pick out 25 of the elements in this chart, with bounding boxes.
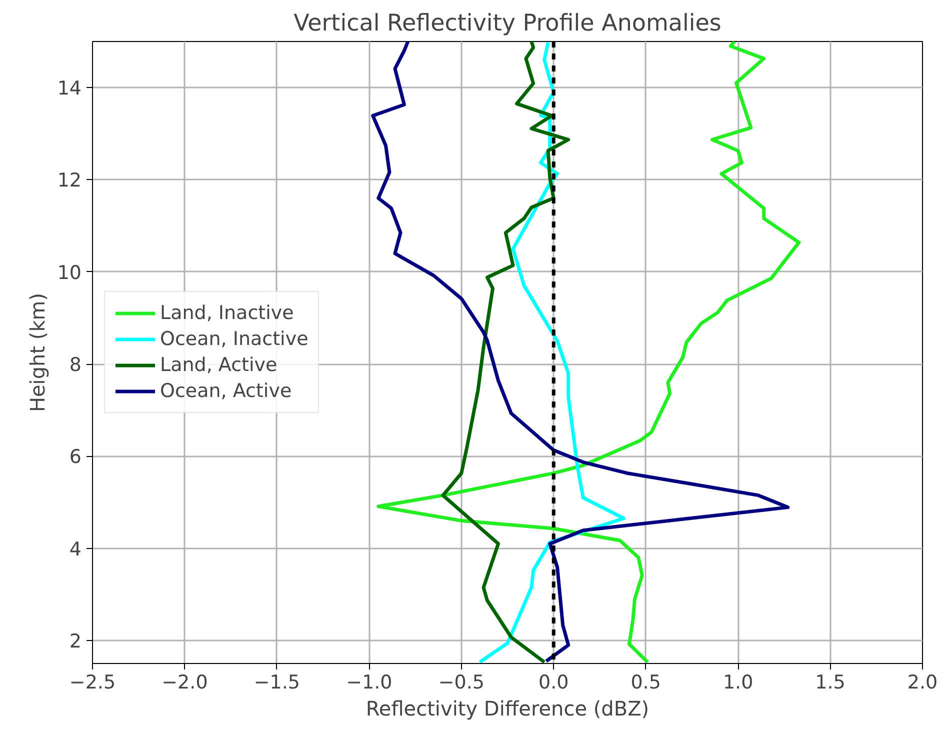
legend-label: Ocean, Active	[160, 380, 292, 402]
x-tick-label: 0.5	[630, 672, 661, 694]
legend-label: Land, Active	[160, 354, 278, 376]
y-tick-label: 4	[69, 538, 82, 560]
x-tick-label: 0.0	[538, 672, 569, 694]
y-tick-label: 2	[69, 630, 82, 652]
line-series	[441, 42, 570, 664]
x-tick-label: 1.5	[815, 672, 846, 694]
y-axis-title: Height (km)	[25, 292, 50, 412]
x-tick-label: −1.0	[346, 672, 392, 694]
y-tick-label: 12	[57, 170, 82, 192]
x-tick-label: 1.0	[722, 672, 754, 694]
chart-title: Vertical Reflectivity Profile Anomalies	[294, 10, 722, 36]
y-tick-label: 6	[69, 446, 82, 468]
y-tick-label: 8	[69, 354, 82, 376]
y-tick-label: 10	[57, 262, 82, 284]
legend-label: Ocean, Inactive	[160, 328, 308, 350]
x-tick-label: 2.0	[907, 672, 938, 694]
x-tick-label: −1.5	[254, 672, 300, 694]
legend-label: Land, Inactive	[160, 302, 294, 324]
x-tick-label: −2.5	[69, 672, 116, 694]
x-tick-label: −2.0	[162, 672, 208, 694]
x-axis-title: Reflectivity Difference (dBZ)	[366, 696, 650, 720]
y-tick-label: 14	[57, 78, 82, 100]
x-tick-label: −0.5	[438, 672, 484, 694]
